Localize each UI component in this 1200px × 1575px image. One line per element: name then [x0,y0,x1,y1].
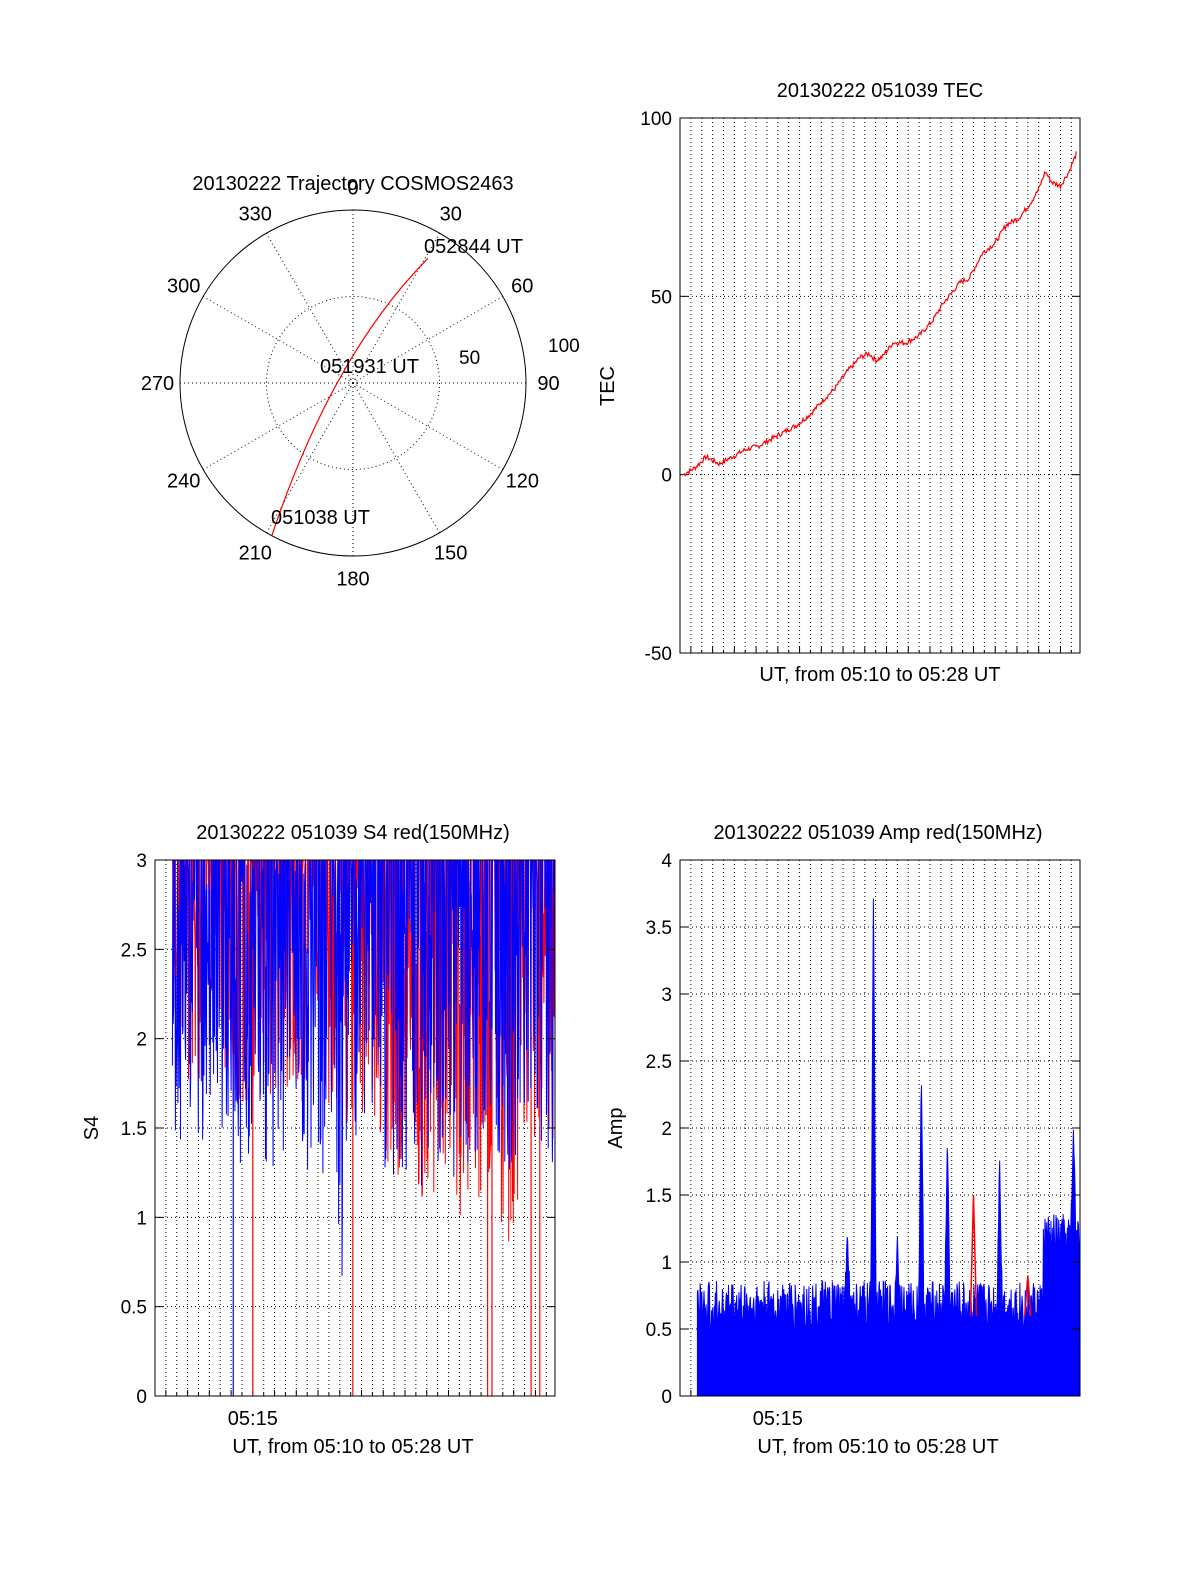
polar-azimuth-label: 90 [537,373,559,395]
amp-y-ticks: 0 0.5 1 1.5 2 2.5 3 3.5 4 [646,851,1080,1408]
polar-azimuth-label: 210 [239,542,272,564]
amp-y-tick-label: 0 [661,1387,672,1408]
tec-y-tick-label: 100 [640,109,672,130]
s4-y-tick-label: 1 [136,1208,147,1229]
tec-y-tick-label: -50 [645,644,672,665]
s4-y-tick-label: 0.5 [121,1298,147,1319]
s4-chart: 20130222 051039 S4 red(150MHz) 0 0.5 1 1.5 2… [81,822,556,1458]
amp-title: 20130222 051039 Amp red(150MHz) [713,822,1042,844]
polar-spoke [352,382,504,470]
polar-azimuth-label: 240 [167,471,200,493]
polar-outer-circle [179,209,527,557]
polar-radial-label-50: 50 [459,348,480,369]
amp-y-tick-label: 1.5 [646,1186,672,1207]
amp-ylabel: Amp [605,1107,627,1148]
polar-azimuth-label: 30 [440,204,462,226]
s4-x-tick-label: 05:15 [228,1408,278,1430]
polar-spoke [202,296,354,384]
polar-title: 20130222 Trajectory COSMOS2463 [192,173,513,195]
polar-annotation-mid: 051931 UT [320,356,419,378]
tec-y-tick-label: 50 [651,287,672,308]
amp-y-tick-label: 2 [661,1119,672,1140]
s4-y-tick-label: 3 [136,851,147,872]
polar-spoke [352,232,440,384]
polar-trajectory-chart: 20130222 Trajectory COSMOS2463 0 30 60 90 12… [141,173,580,590]
polar-spoke [352,296,504,384]
tec-series-line [682,151,1077,477]
tec-plot-frame [679,117,1081,654]
tec-grid [679,118,1080,653]
polar-ring-50 [266,296,440,470]
s4-y-ticks: 0 0.5 1 1.5 2 2.5 3 [121,851,555,1408]
polar-azimuth-label: 180 [336,568,369,590]
polar-spoke [352,382,440,534]
amp-xlabel: UT, from 05:10 to 05:28 UT [757,1436,998,1458]
tec-y-tick-label: 0 [661,466,672,487]
tec-title: 20130222 051039 TEC [777,80,983,102]
amp-y-tick-label: 2.5 [646,1052,672,1073]
polar-azimuth-label: 300 [167,275,200,297]
s4-y-tick-label: 2.5 [121,940,147,961]
amp-y-tick-label: 0.5 [646,1320,672,1341]
s4-ylabel: S4 [81,1116,103,1140]
s4-y-tick-label: 0 [136,1387,147,1408]
tec-chart: 20130222 051039 TEC -50 0 50 100 TEC UT, fr… [597,80,1081,686]
polar-spoke [266,232,354,384]
amp-series [696,898,1081,1397]
s4-y-tick-label: 2 [136,1030,147,1051]
amp-chart: 20130222 051039 Amp red(150MHz) 0 0.5 1 1.5… [605,822,1081,1458]
tec-ylabel: TEC [597,366,619,406]
polar-annotation-start: 051038 UT [271,507,370,529]
amp-x-tick-label: 05:15 [753,1408,803,1430]
polar-azimuth-label: 150 [434,542,467,564]
polar-radial-label-100: 100 [548,336,580,357]
polar-azimuth-label: 0 [347,178,358,200]
amp-series-peak-red [969,1194,978,1316]
polar-azimuth-label: 60 [511,275,533,297]
s4-y-tick-label: 1.5 [121,1119,147,1140]
polar-azimuth-labels: 0 30 60 90 120 150 180 210 240 270 300 330 [141,178,560,591]
polar-azimuth-label: 330 [239,204,272,226]
amp-y-tick-label: 3 [661,985,672,1006]
amp-y-tick-label: 3.5 [646,918,672,939]
polar-azimuth-label: 270 [141,373,174,395]
polar-annotation-end: 052844 UT [424,236,523,258]
amp-y-tick-label: 1 [661,1253,672,1274]
polar-spoke [202,382,354,470]
polar-grid [180,210,526,556]
tec-xlabel: UT, from 05:10 to 05:28 UT [759,664,1000,686]
tec-y-ticks: -50 0 50 100 [640,109,1080,665]
amp-series-peak-red [1024,1275,1032,1316]
polar-azimuth-label: 120 [506,471,539,493]
polar-track-line [271,258,429,536]
amp-series-area-blue [696,898,1081,1397]
s4-title: 20130222 051039 S4 red(150MHz) [196,822,510,844]
s4-xlabel: UT, from 05:10 to 05:28 UT [232,1436,473,1458]
s4-series [171,858,556,1396]
amp-y-tick-label: 4 [661,851,672,872]
